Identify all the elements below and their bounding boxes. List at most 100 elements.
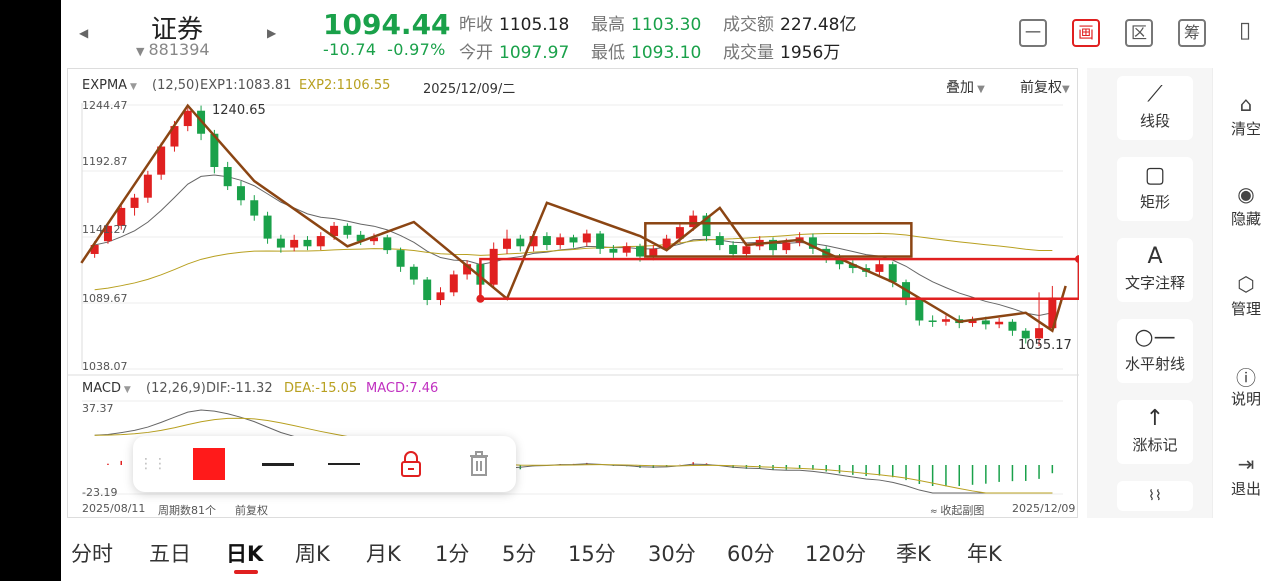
change-percent: -0.97%	[387, 40, 446, 59]
candle-body	[649, 248, 658, 257]
dea-line	[94, 417, 1053, 494]
candle-body	[848, 264, 857, 269]
manage-button[interactable]: ⬡ 管理	[1213, 272, 1278, 319]
candle-body	[689, 215, 698, 228]
period-tab[interactable]: 日K	[226, 542, 264, 566]
delete-button[interactable]	[457, 436, 501, 492]
candle-body	[675, 227, 684, 239]
period-tab[interactable]: 月K	[366, 542, 401, 566]
clear-button[interactable]: ⌂ 清空	[1213, 92, 1278, 139]
end-date: 2025/12/09	[1012, 502, 1076, 515]
period-tab[interactable]: 5分	[502, 542, 537, 566]
candle-body	[396, 250, 405, 267]
tool-line-segment[interactable]: ⟋ 线段	[1117, 76, 1193, 140]
macd-select[interactable]: MACD ▼	[82, 381, 131, 396]
candle-body	[995, 321, 1004, 325]
dif-value: DIF:-11.32	[206, 381, 273, 396]
candle-body	[170, 126, 179, 147]
active-tab-indicator	[234, 570, 258, 574]
candle-body	[503, 238, 511, 249]
period-tab[interactable]: 15分	[568, 542, 616, 566]
consolidation-box	[644, 222, 913, 258]
indicator-select[interactable]: EXPMA ▼	[82, 78, 137, 93]
candle-body	[729, 245, 738, 254]
eye-icon: ◉	[1237, 182, 1255, 206]
wave-icon: ⌇⌇	[1148, 488, 1162, 504]
candle-body	[263, 215, 272, 239]
arrow-up-icon: ↑	[1145, 406, 1165, 431]
macd-ymax: 37.37	[82, 402, 114, 415]
device-icon[interactable]: ▯	[1238, 18, 1252, 43]
macd-ymin: -23.19	[82, 486, 118, 499]
overlay-dropdown[interactable]: 叠加 ▼	[946, 80, 985, 96]
period-tab[interactable]: 1分	[435, 542, 470, 566]
adjust-dropdown[interactable]: 前复权▼	[1020, 80, 1070, 96]
hide-button[interactable]: ◉ 隐藏	[1213, 182, 1278, 229]
color-picker-button[interactable]	[187, 436, 231, 492]
lock-button[interactable]	[389, 436, 433, 492]
clear-icon: ⌂	[1239, 92, 1253, 116]
tool-horizontal-ray[interactable]: ○— 水平射线	[1117, 319, 1193, 383]
candle-body	[1021, 330, 1030, 339]
high-annotation: 1240.65	[212, 103, 266, 118]
period-tab[interactable]: 120分	[805, 542, 867, 566]
candle-body	[276, 238, 285, 248]
candle-body	[117, 207, 126, 226]
tool-wave[interactable]: ⌇⌇	[1117, 481, 1193, 511]
next-arrow-icon[interactable]: ▶	[267, 26, 277, 40]
y-axis-label: 1038.07	[82, 360, 128, 373]
ray-icon: ○—	[1134, 325, 1176, 350]
range-handle	[476, 294, 485, 303]
collapse-subchart[interactable]: ≈ 收起副图	[930, 504, 985, 517]
period-tab[interactable]: 季K	[896, 542, 931, 566]
period-tab[interactable]: 五日	[149, 542, 191, 566]
trend-line-drawing	[80, 103, 1067, 333]
chips-button[interactable]: 筹	[1178, 19, 1206, 47]
y-axis-label: 1141.27	[82, 223, 128, 236]
rectangle-icon: ▢	[1144, 163, 1166, 188]
draw-button[interactable]: 画	[1072, 19, 1100, 47]
candle-body	[369, 237, 378, 242]
tool-up-marker[interactable]: ↑ 涨标记	[1117, 400, 1193, 464]
candle-body	[383, 237, 392, 251]
low-annotation: 1055.17	[1018, 338, 1072, 353]
candle-body	[130, 197, 139, 208]
app: ◀ ▶ 证券 ▼ 881394 1094.44 -10.74 -0.97% 昨收 1…	[61, 0, 1278, 581]
thick-line-icon	[262, 462, 294, 466]
security-code[interactable]: ▼ 881394	[136, 40, 210, 59]
candle-body	[330, 225, 339, 237]
drag-handle-icon[interactable]: ⋮⋮	[139, 456, 167, 472]
candle-body	[542, 236, 551, 246]
chart-date: 2025/12/09/二	[423, 82, 516, 97]
tool-text-note[interactable]: A 文字注释	[1117, 238, 1193, 302]
line-style-button[interactable]	[319, 436, 369, 492]
footer-adjust: 前复权	[235, 504, 268, 517]
candle-body	[808, 237, 817, 249]
candle-body	[582, 233, 591, 243]
quote-high: 最高 1103.30	[591, 15, 702, 35]
tool-rectangle[interactable]: ▢ 矩形	[1117, 157, 1193, 221]
dropdown-icon: ▼	[136, 45, 145, 58]
price-change: -10.74 -0.97%	[323, 40, 446, 59]
exit-button[interactable]: ⇥ 退出	[1213, 452, 1278, 499]
line-width-button[interactable]	[253, 436, 303, 492]
period-tab[interactable]: 30分	[648, 542, 696, 566]
macd-params: (12,26,9)	[146, 381, 206, 396]
y-axis-label: 1192.87	[82, 155, 128, 168]
y-axis-label: 1089.67	[82, 292, 128, 305]
side-menu: ⌂ 清空 ◉ 隐藏 ⬡ 管理 ⓘ 说明 ⇥ 退出	[1212, 68, 1278, 518]
period-tab[interactable]: 分时	[71, 542, 113, 566]
period-tab[interactable]: 年K	[967, 542, 1002, 566]
candle-body	[1008, 321, 1017, 331]
period-tab[interactable]: 60分	[727, 542, 775, 566]
help-button[interactable]: ⓘ 说明	[1213, 362, 1278, 409]
candle-body	[90, 245, 99, 254]
line-mode-button[interactable]: 一	[1019, 19, 1047, 47]
candle-body	[210, 133, 219, 167]
candle-body	[409, 266, 418, 280]
range-button[interactable]: 区	[1125, 19, 1153, 47]
candle-body	[888, 264, 897, 283]
prev-arrow-icon[interactable]: ◀	[79, 26, 89, 40]
period-tab[interactable]: 周K	[295, 542, 330, 566]
change-value: -10.74	[323, 40, 377, 59]
